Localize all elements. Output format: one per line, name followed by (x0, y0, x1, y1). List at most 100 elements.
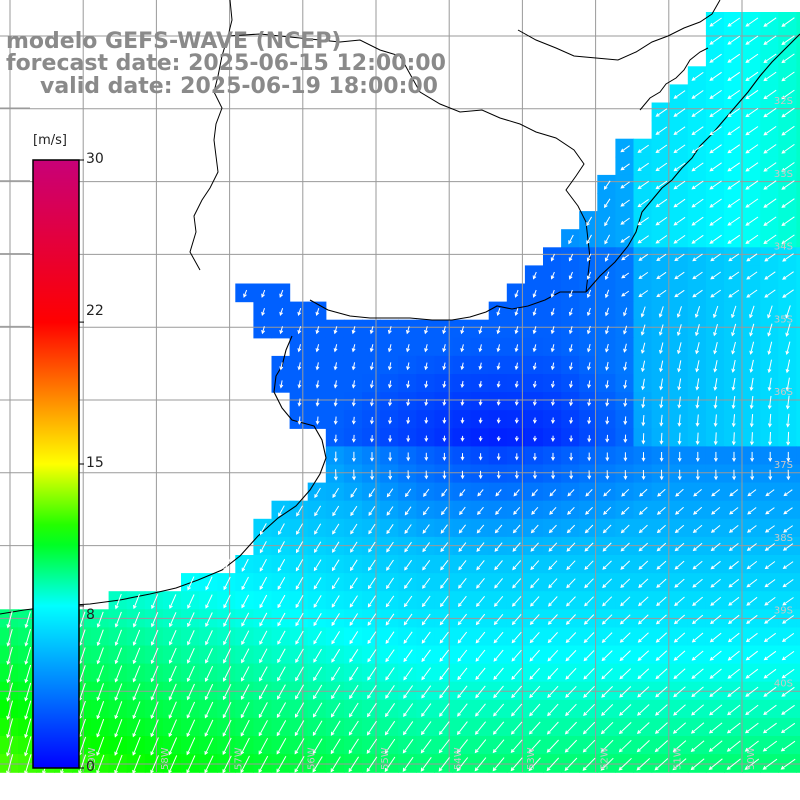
wind-arrow (729, 489, 739, 497)
wind-arrow (132, 665, 141, 683)
wind-cell (524, 591, 544, 610)
wind-arrow (478, 326, 483, 335)
wind-cell (343, 717, 363, 737)
wind-arrow (530, 596, 540, 607)
wind-arrow (529, 649, 540, 662)
wind-cell (651, 120, 671, 140)
wind-cell (669, 500, 689, 520)
wind-cell (217, 627, 236, 647)
wind-cell (380, 446, 399, 466)
wind-cell (742, 573, 761, 592)
wind-cell (470, 337, 490, 357)
wind-arrow (223, 612, 231, 627)
wind-cell (543, 645, 562, 665)
wind-cell (452, 573, 472, 592)
wind-arrow (619, 632, 631, 643)
wind-cell (162, 627, 182, 647)
wind-cell (597, 229, 616, 248)
wind-cell (633, 573, 653, 592)
wind-cell (434, 428, 454, 447)
wind-cell (524, 410, 544, 429)
wind-cell (488, 374, 508, 393)
wind-cell (398, 464, 417, 484)
wind-arrow (641, 452, 646, 462)
wind-cell (506, 301, 526, 321)
wind-arrow (746, 543, 757, 551)
wind-arrow (385, 685, 395, 699)
wind-arrow (620, 506, 630, 515)
wind-arrow (582, 721, 596, 735)
wind-arrow (333, 344, 338, 353)
wind-arrow (223, 630, 232, 646)
wind-arrow (727, 108, 741, 118)
wind-cell (470, 374, 490, 393)
wind-arrow (532, 289, 537, 298)
wind-arrow (767, 377, 772, 392)
wind-arrow (673, 126, 686, 136)
colorbar-tick-0: 0 (86, 759, 95, 775)
uruguay-coast (309, 291, 586, 321)
wind-cell (778, 754, 797, 773)
colorbar-tick-15: 15 (86, 455, 104, 471)
wind-cell (724, 229, 743, 248)
wind-cell (778, 736, 797, 755)
wind-cell (705, 193, 725, 212)
wind-cell (398, 500, 417, 520)
wind-arrow (349, 649, 359, 663)
wind-cell (380, 699, 399, 719)
wind-arrow (277, 648, 286, 664)
wind-arrow (691, 126, 704, 136)
wind-arrow (6, 611, 13, 629)
wind-arrow (439, 685, 450, 699)
wind-arrow (750, 451, 755, 462)
wind-arrow (619, 650, 631, 662)
wind-arrow (259, 666, 268, 682)
wind-cell (271, 699, 291, 719)
wind-cell (416, 392, 435, 411)
wind-arrow (528, 721, 541, 735)
wind-arrow (403, 595, 413, 608)
wind-cell (651, 410, 671, 429)
wind-arrow (351, 362, 356, 371)
wind-cell (561, 536, 580, 556)
wind-cell (796, 699, 800, 719)
wind-cell (543, 355, 562, 375)
wind-arrow (638, 506, 648, 515)
wind-cell (416, 627, 435, 647)
wind-cell (669, 518, 689, 538)
wind-cell (380, 410, 399, 429)
wind-arrow (638, 578, 649, 589)
wind-cell (651, 229, 671, 248)
wind-cell (669, 717, 689, 737)
wind-arrow (713, 305, 719, 319)
wind-arrow (584, 578, 594, 589)
wind-cell (796, 482, 800, 502)
wind-arrow (24, 646, 32, 665)
wind-arrow (601, 668, 613, 680)
wind-arrow (384, 703, 396, 718)
wind-cell (705, 48, 725, 67)
wind-cell (579, 645, 598, 665)
wind-cell (742, 156, 761, 176)
wind-cell (724, 482, 743, 502)
wind-arrow (478, 362, 483, 371)
wind-arrow (279, 326, 284, 335)
wind-cell (687, 410, 707, 429)
wind-arrow (745, 107, 759, 118)
wind-arrow (6, 628, 13, 647)
wind-arrow (676, 306, 682, 318)
wind-arrow (781, 17, 795, 27)
wind-cell (398, 663, 417, 683)
wind-cell (162, 699, 182, 719)
wind-arrow (295, 577, 304, 590)
wind-cell (289, 518, 309, 538)
wind-cell (651, 392, 671, 411)
wind-cell (687, 428, 707, 447)
wind-cell (579, 410, 598, 429)
wind-arrow (296, 523, 304, 535)
wind-cell (416, 754, 435, 773)
wind-cell (325, 374, 345, 393)
wind-cell (181, 627, 200, 647)
wind-arrow (709, 180, 722, 190)
wind-arrow (420, 739, 432, 754)
